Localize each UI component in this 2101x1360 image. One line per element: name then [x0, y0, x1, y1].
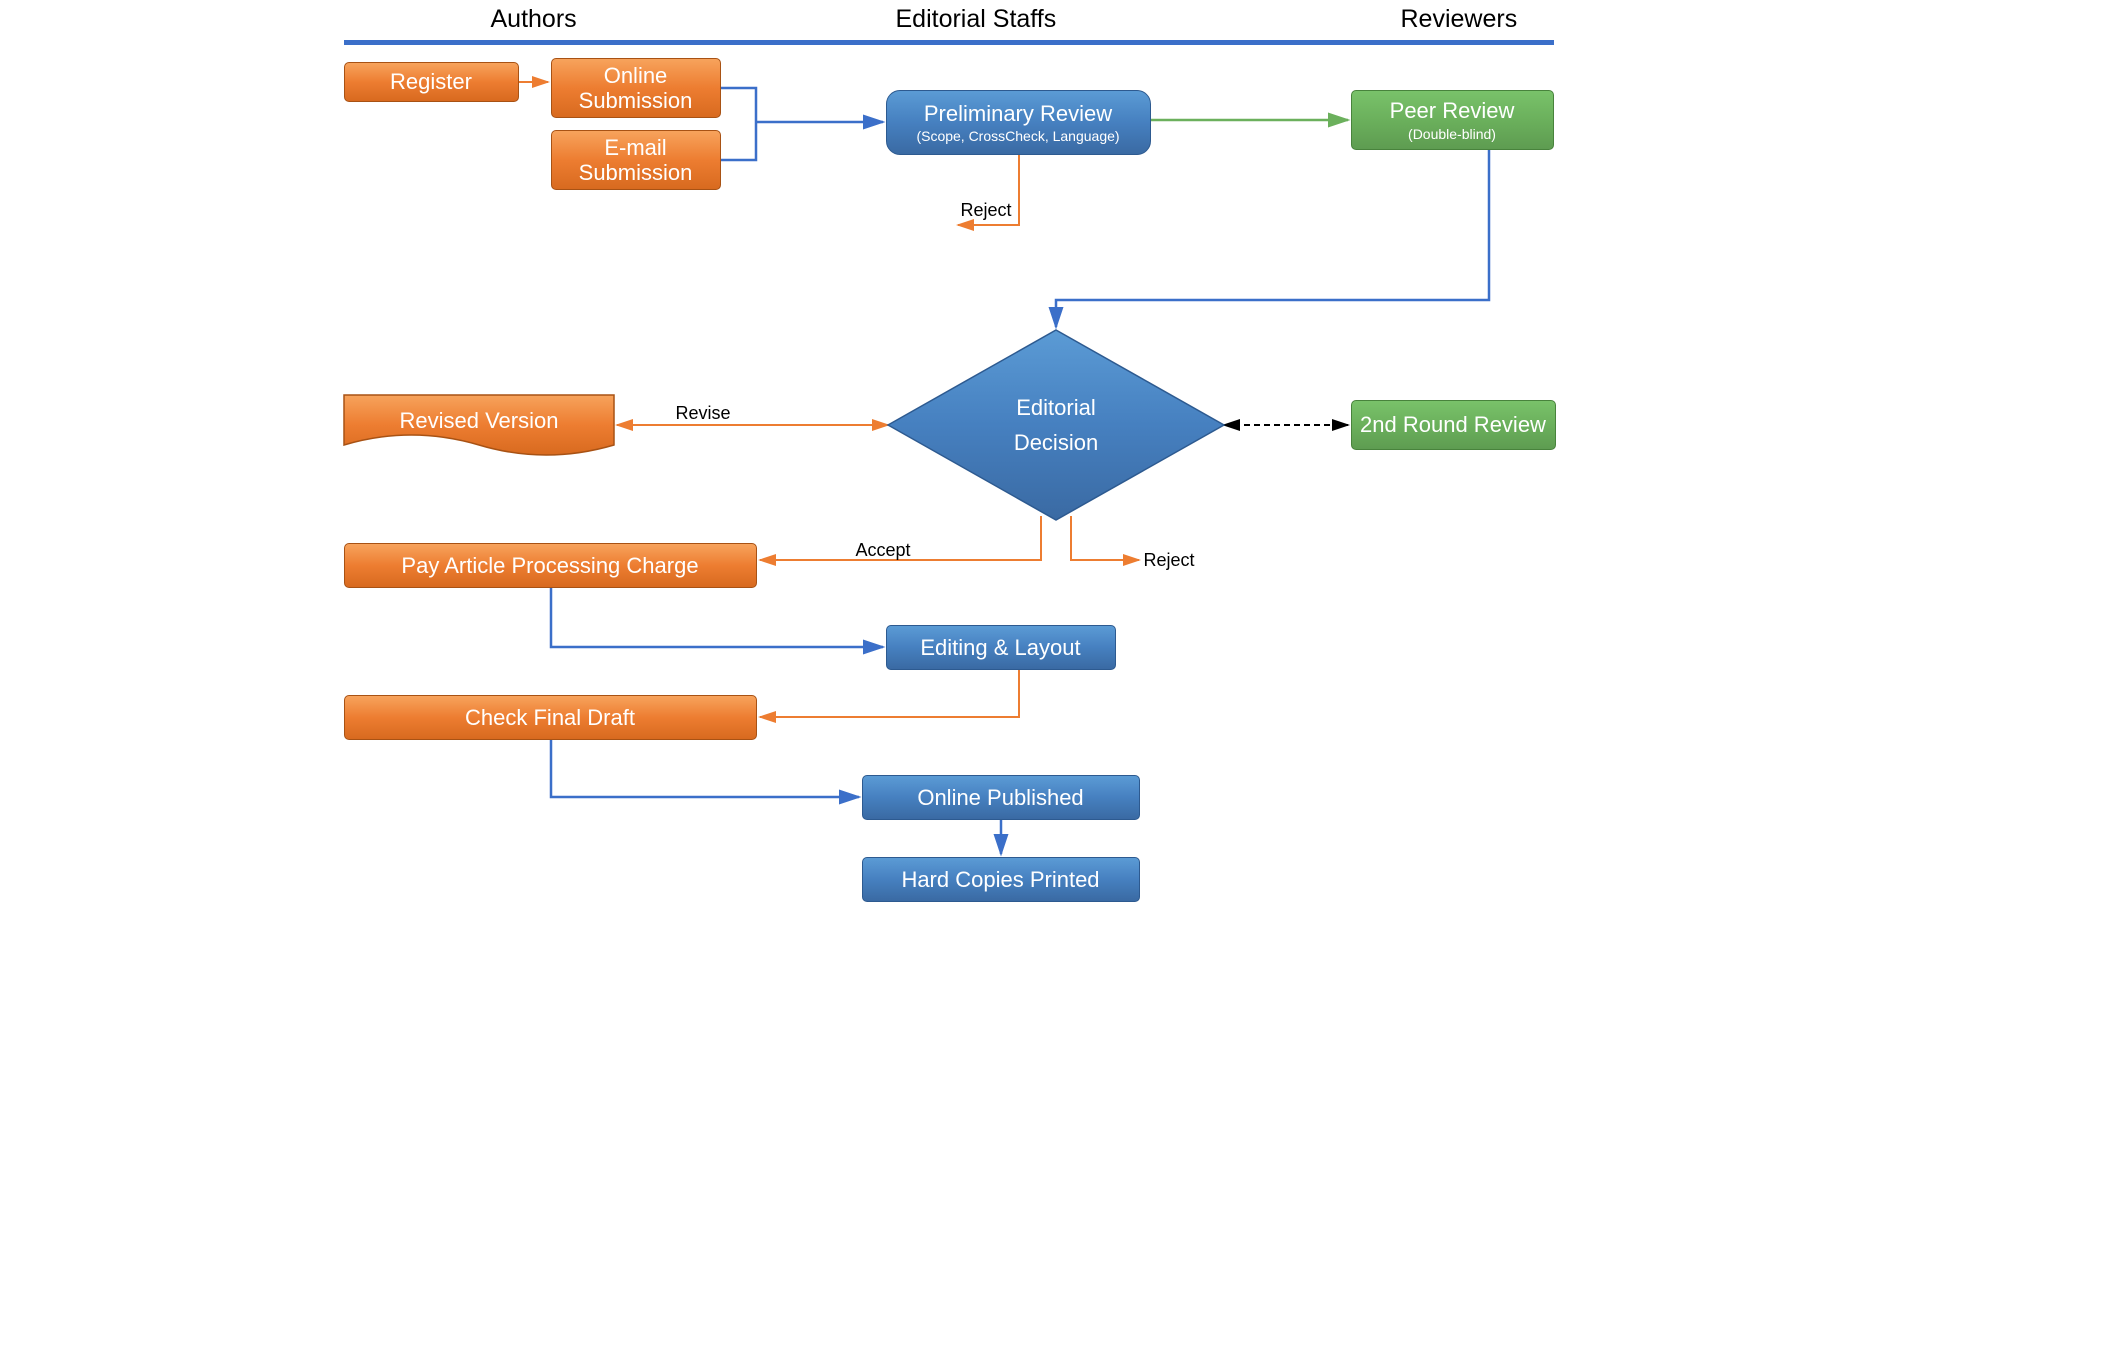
node-online-published-label: Online Published	[917, 785, 1083, 810]
node-peer-review: Peer Review (Double-blind)	[1351, 90, 1554, 150]
node-peer-review-label: Peer Review	[1390, 98, 1515, 123]
node-pay-charge-label: Pay Article Processing Charge	[401, 553, 698, 578]
node-register: Register	[344, 62, 519, 102]
edge-editing-check	[760, 670, 1019, 717]
node-second-round-label: 2nd Round Review	[1360, 412, 1546, 437]
node-preliminary-review: Preliminary Review (Scope, CrossCheck, L…	[886, 90, 1151, 155]
node-online-submission: OnlineSubmission	[551, 58, 721, 118]
node-online-submission-label: OnlineSubmission	[579, 63, 693, 114]
edge-pay-editing	[551, 588, 883, 647]
node-editorial-decision-shape	[888, 330, 1224, 520]
edge-decision-reject2	[1071, 516, 1139, 560]
node-peer-review-subtitle: (Double-blind)	[1408, 126, 1496, 142]
node-revised-version-label: Revised Version	[399, 408, 558, 433]
edge-label-reject2: Reject	[1144, 550, 1195, 571]
header-editorial: Editorial Staffs	[896, 5, 1057, 34]
node-revised-version-shape	[344, 395, 614, 455]
edge-submission-join	[721, 88, 756, 160]
node-editing-layout: Editing & Layout	[886, 625, 1116, 670]
node-online-published: Online Published	[862, 775, 1140, 820]
header-reviewers: Reviewers	[1401, 5, 1518, 34]
header-rule	[344, 40, 1554, 45]
node-hard-copies: Hard Copies Printed	[862, 857, 1140, 902]
edge-check-published	[551, 740, 859, 797]
node-check-final-label: Check Final Draft	[465, 705, 635, 730]
node-second-round: 2nd Round Review	[1351, 400, 1556, 450]
edge-label-reject1: Reject	[961, 200, 1012, 221]
node-editorial-decision-label1: Editorial	[1016, 395, 1095, 420]
node-hard-copies-label: Hard Copies Printed	[901, 867, 1099, 892]
edge-label-accept: Accept	[856, 540, 911, 561]
node-editorial-decision-label2: Decision	[1013, 430, 1097, 455]
node-editing-layout-label: Editing & Layout	[920, 635, 1080, 660]
header-authors: Authors	[491, 5, 577, 34]
node-preliminary-review-label: Preliminary Review	[924, 101, 1112, 126]
node-email-submission: E-mailSubmission	[551, 130, 721, 190]
flowchart-canvas: Authors Editorial Staffs Reviewers	[326, 0, 1776, 940]
node-email-submission-label: E-mailSubmission	[579, 135, 693, 186]
node-check-final: Check Final Draft	[344, 695, 757, 740]
edge-peer-decision	[1056, 150, 1489, 327]
node-pay-charge: Pay Article Processing Charge	[344, 543, 757, 588]
node-register-label: Register	[390, 69, 472, 94]
edge-label-revise: Revise	[676, 403, 731, 424]
node-preliminary-review-subtitle: (Scope, CrossCheck, Language)	[916, 128, 1119, 144]
